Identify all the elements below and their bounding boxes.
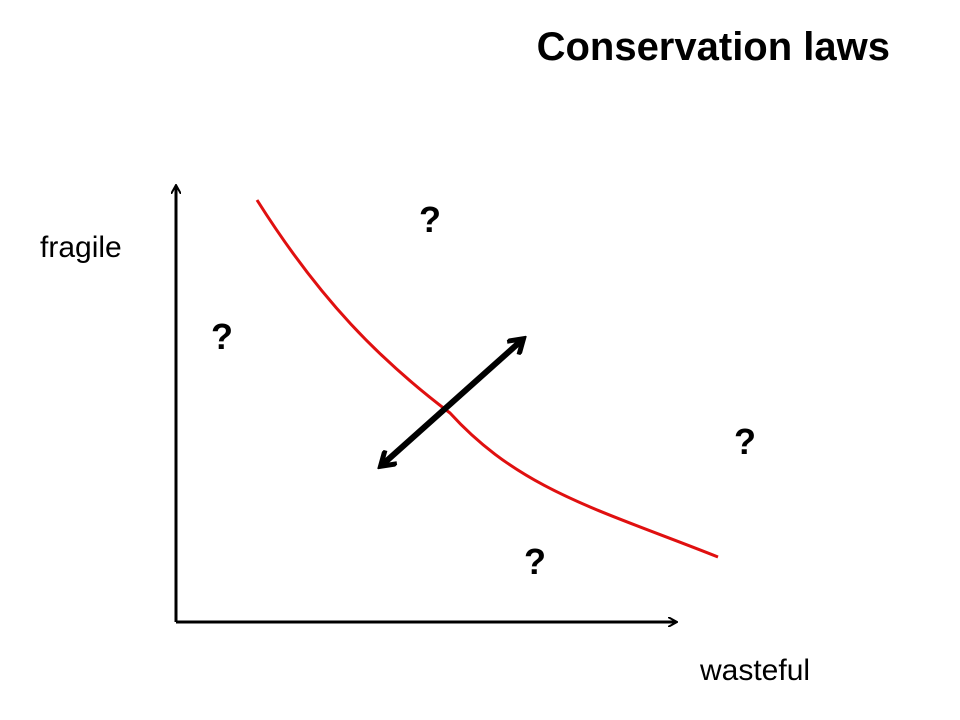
question-mark: ?: [419, 199, 441, 240]
question-mark: ?: [524, 541, 546, 582]
tradeoff-curve: [255, 199, 719, 559]
title: Conservation laws: [537, 25, 890, 69]
x-axis-label: wasteful: [699, 654, 810, 687]
question-mark: ?: [211, 316, 233, 357]
y-axis-label: fragile: [40, 231, 122, 264]
question-mark: ?: [734, 421, 756, 462]
double-arrow: [382, 340, 522, 465]
